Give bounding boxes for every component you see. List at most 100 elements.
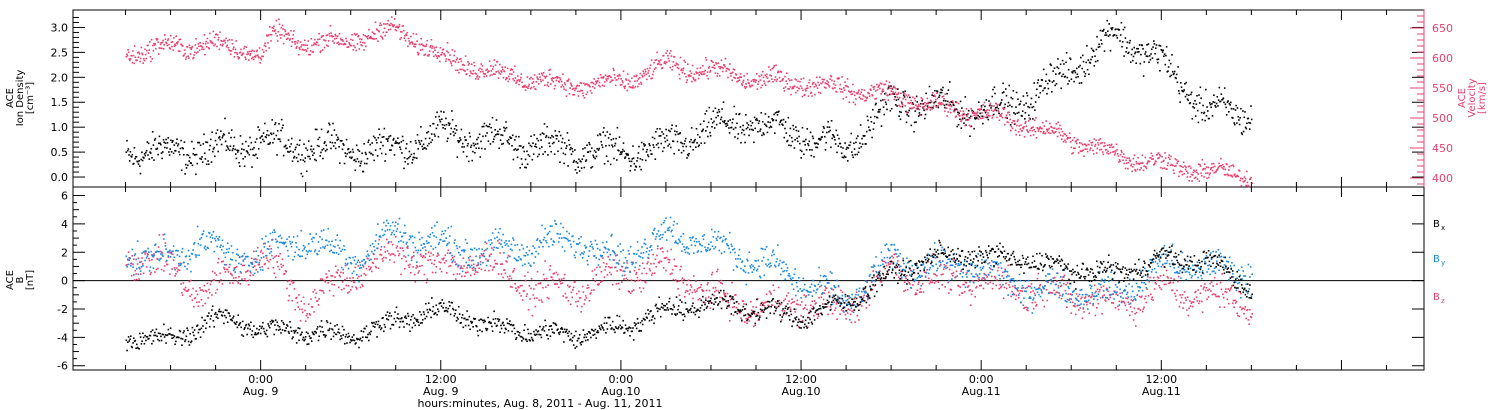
velocity-point xyxy=(1136,162,1138,165)
velocity-point xyxy=(724,58,727,60)
density-point xyxy=(999,103,1002,105)
velocity-point xyxy=(885,92,887,94)
bz-point xyxy=(1031,301,1034,304)
velocity-point xyxy=(706,74,708,77)
velocity-point xyxy=(807,95,810,97)
density-point xyxy=(899,118,902,121)
bz-point xyxy=(483,249,486,252)
velocity-point xyxy=(1072,152,1074,154)
velocity-point xyxy=(284,29,286,31)
velocity-point xyxy=(984,110,986,112)
density-point xyxy=(603,127,605,129)
velocity-point xyxy=(995,103,998,105)
density-point xyxy=(296,143,298,146)
bz-point xyxy=(626,279,629,281)
density-point xyxy=(888,85,890,88)
velocity-point xyxy=(745,83,747,85)
bz-point xyxy=(928,282,931,285)
density-point xyxy=(147,154,149,156)
bz-point xyxy=(984,282,987,284)
velocity-point xyxy=(198,49,201,52)
density-point xyxy=(519,167,521,169)
velocity-point xyxy=(1092,153,1095,155)
velocity-point xyxy=(934,98,937,101)
bz-point xyxy=(404,267,406,270)
density-point xyxy=(338,146,340,148)
velocity-point xyxy=(1097,142,1099,144)
density-point xyxy=(851,151,853,153)
density-point xyxy=(878,109,880,111)
velocity-point xyxy=(659,63,661,66)
density-point xyxy=(196,162,199,165)
density-point xyxy=(788,144,790,147)
density-point xyxy=(705,130,707,132)
velocity-point xyxy=(381,38,384,40)
bz-point xyxy=(333,284,335,286)
velocity-point xyxy=(844,81,846,83)
velocity-point xyxy=(919,114,922,116)
velocity-point xyxy=(573,94,576,96)
bz-point xyxy=(190,279,192,282)
velocity-point xyxy=(805,87,808,90)
density-point xyxy=(686,153,689,156)
bz-point xyxy=(1008,284,1010,286)
velocity-point xyxy=(429,46,431,48)
bz-point xyxy=(511,286,513,288)
velocity-point xyxy=(1023,126,1025,128)
density-point xyxy=(1110,27,1112,29)
velocity-point xyxy=(801,87,803,89)
density-point xyxy=(642,148,644,151)
bz-point xyxy=(163,265,166,267)
velocity-point xyxy=(985,110,987,112)
density-point xyxy=(807,143,809,145)
bz-point xyxy=(939,264,942,266)
velocity-point xyxy=(868,95,871,97)
bz-point xyxy=(496,263,498,265)
bz-point xyxy=(1036,303,1038,306)
density-point xyxy=(270,133,273,136)
density-point xyxy=(820,138,822,140)
bz-point xyxy=(623,278,625,280)
density-point xyxy=(153,139,156,141)
bz-point xyxy=(289,283,291,286)
velocity-point xyxy=(916,106,919,108)
bz-point xyxy=(792,301,794,304)
velocity-point xyxy=(449,54,451,56)
density-point xyxy=(476,138,478,141)
density-point xyxy=(1015,91,1018,94)
bz-point xyxy=(387,242,390,245)
velocity-point xyxy=(1096,147,1099,150)
bz-point xyxy=(796,299,799,302)
velocity-point xyxy=(1122,159,1124,162)
velocity-point xyxy=(468,62,470,65)
velocity-point xyxy=(127,49,129,51)
density-point xyxy=(497,130,499,133)
density-point xyxy=(570,146,572,149)
bz-point xyxy=(551,276,553,279)
density-point xyxy=(291,137,293,140)
density-point xyxy=(552,136,555,138)
density-point xyxy=(445,123,448,126)
bz-point xyxy=(262,242,265,245)
velocity-point xyxy=(256,49,258,52)
velocity-point xyxy=(548,73,551,76)
density-point xyxy=(446,140,448,143)
velocity-point xyxy=(460,60,463,63)
density-point xyxy=(1103,50,1106,52)
velocity-point xyxy=(793,85,796,87)
velocity-point xyxy=(246,51,249,53)
velocity-point xyxy=(268,47,270,49)
velocity-point xyxy=(703,70,705,73)
velocity-point xyxy=(276,40,279,42)
bz-point xyxy=(524,279,527,282)
bz-point xyxy=(491,247,493,249)
velocity-point xyxy=(739,73,742,75)
velocity-point xyxy=(1118,159,1121,161)
density-point xyxy=(1198,102,1201,104)
bz-point xyxy=(472,269,474,271)
bz-point xyxy=(994,277,997,279)
density-point xyxy=(193,147,195,150)
velocity-point xyxy=(1080,142,1083,145)
bz-point xyxy=(510,277,513,280)
bz-point xyxy=(388,252,390,255)
